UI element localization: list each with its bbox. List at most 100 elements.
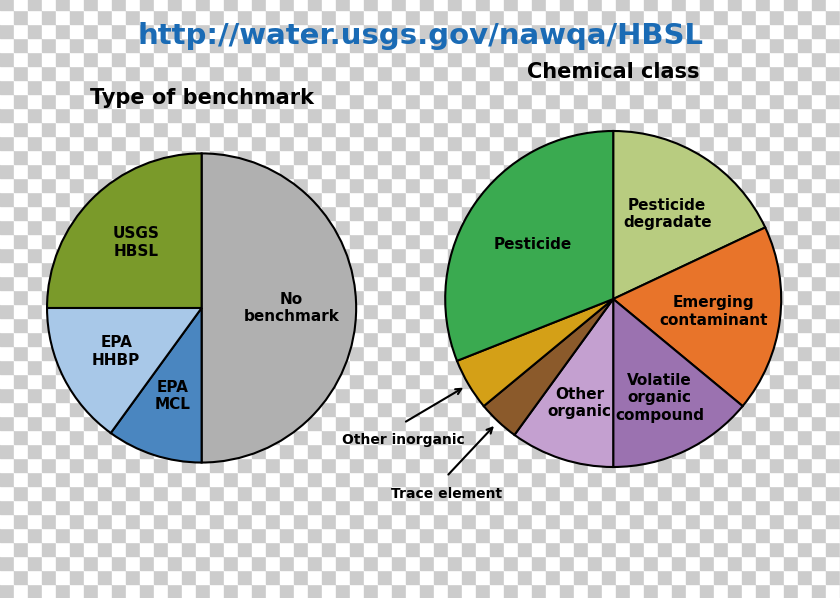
Bar: [56, 346, 70, 360]
Bar: [378, 528, 392, 542]
Bar: [322, 570, 336, 584]
Bar: [532, 248, 546, 262]
Bar: [658, 430, 672, 444]
Bar: [252, 388, 266, 402]
Bar: [728, 486, 742, 500]
Bar: [406, 374, 420, 388]
Bar: [28, 94, 42, 108]
Bar: [252, 486, 266, 500]
Bar: [56, 570, 70, 584]
Bar: [266, 346, 280, 360]
Bar: [616, 318, 630, 332]
Bar: [294, 234, 308, 248]
Bar: [266, 94, 280, 108]
Bar: [168, 542, 182, 556]
Bar: [672, 234, 686, 248]
Bar: [210, 248, 224, 262]
Bar: [490, 416, 504, 430]
Bar: [378, 0, 392, 10]
Bar: [756, 486, 770, 500]
Bar: [350, 430, 364, 444]
Bar: [266, 556, 280, 570]
Bar: [238, 192, 252, 206]
Bar: [182, 360, 196, 374]
Bar: [742, 542, 756, 556]
Bar: [168, 374, 182, 388]
Bar: [532, 94, 546, 108]
Bar: [728, 38, 742, 52]
Bar: [280, 66, 294, 80]
Bar: [140, 0, 154, 10]
Bar: [336, 150, 350, 164]
Bar: [224, 66, 238, 80]
Bar: [728, 430, 742, 444]
Bar: [602, 332, 616, 346]
Bar: [588, 220, 602, 234]
Bar: [658, 444, 672, 458]
Bar: [14, 164, 28, 178]
Bar: [168, 388, 182, 402]
Bar: [98, 108, 112, 122]
Bar: [238, 220, 252, 234]
Bar: [602, 262, 616, 276]
Bar: [504, 584, 518, 598]
Bar: [392, 150, 406, 164]
Bar: [504, 262, 518, 276]
Bar: [798, 514, 812, 528]
Bar: [798, 472, 812, 486]
Bar: [364, 164, 378, 178]
Bar: [336, 360, 350, 374]
Bar: [252, 570, 266, 584]
Bar: [742, 94, 756, 108]
Bar: [182, 276, 196, 290]
Bar: [168, 514, 182, 528]
Bar: [350, 570, 364, 584]
Bar: [784, 514, 798, 528]
Bar: [350, 402, 364, 416]
Bar: [546, 444, 560, 458]
Bar: [630, 80, 644, 94]
Bar: [308, 94, 322, 108]
Bar: [14, 556, 28, 570]
Bar: [812, 0, 826, 10]
Bar: [756, 528, 770, 542]
Bar: [224, 416, 238, 430]
Bar: [84, 514, 98, 528]
Bar: [112, 402, 126, 416]
Bar: [574, 458, 588, 472]
Bar: [28, 542, 42, 556]
Bar: [336, 430, 350, 444]
Bar: [0, 24, 14, 38]
Bar: [434, 24, 448, 38]
Bar: [714, 290, 728, 304]
Bar: [532, 24, 546, 38]
Bar: [84, 416, 98, 430]
Bar: [406, 584, 420, 598]
Bar: [210, 318, 224, 332]
Bar: [714, 108, 728, 122]
Bar: [518, 444, 532, 458]
Bar: [42, 402, 56, 416]
Bar: [238, 52, 252, 66]
Bar: [266, 332, 280, 346]
Bar: [280, 24, 294, 38]
Bar: [826, 486, 840, 500]
Bar: [364, 262, 378, 276]
Bar: [756, 346, 770, 360]
Bar: [434, 192, 448, 206]
Bar: [532, 472, 546, 486]
Wedge shape: [111, 308, 202, 462]
Text: Pesticide
degradate: Pesticide degradate: [623, 198, 711, 230]
Bar: [630, 514, 644, 528]
Bar: [378, 136, 392, 150]
Bar: [700, 570, 714, 584]
Bar: [280, 206, 294, 220]
Bar: [420, 430, 434, 444]
Bar: [784, 66, 798, 80]
Bar: [70, 220, 84, 234]
Bar: [364, 556, 378, 570]
Bar: [448, 24, 462, 38]
Bar: [42, 556, 56, 570]
Bar: [798, 10, 812, 24]
Bar: [826, 290, 840, 304]
